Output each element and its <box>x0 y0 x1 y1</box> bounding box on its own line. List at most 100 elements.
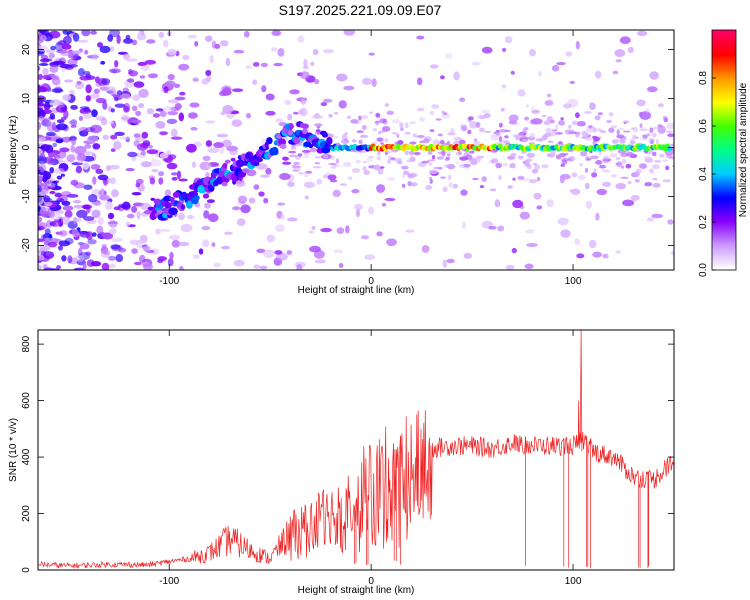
heatmap-cell <box>236 218 246 227</box>
colorbar-step <box>712 94 736 97</box>
colorbar-step <box>712 268 736 271</box>
heatmap-cell <box>279 173 291 180</box>
heatmap-cell <box>505 36 513 44</box>
heatmap-cell <box>479 127 485 133</box>
heatmap-cell <box>338 263 344 268</box>
heatmap-cell <box>108 220 118 228</box>
colorbar-step <box>712 158 736 161</box>
heatmap-cell <box>374 120 381 124</box>
heatmap-cell <box>611 139 619 144</box>
heatmap-cell <box>441 113 451 119</box>
heatmap-cell <box>328 163 337 166</box>
y-tick-label: 200 <box>21 505 32 522</box>
heatmap-cell <box>585 125 596 133</box>
heatmap-cell <box>173 83 181 89</box>
heatmap-cell <box>545 127 552 133</box>
colorbar-step <box>712 176 736 179</box>
heatmap-cell <box>71 138 77 146</box>
heatmap-cell <box>274 250 283 255</box>
heatmap-cell <box>665 154 673 159</box>
heatmap-cell <box>74 255 85 262</box>
colorbar-step <box>712 152 736 155</box>
heatmap-cell <box>100 188 105 195</box>
heatmap-cell <box>534 164 540 171</box>
heatmap-cell <box>114 131 125 136</box>
colorbar-step <box>712 228 736 231</box>
colorbar-step <box>712 226 736 229</box>
colorbar-step <box>712 178 736 181</box>
heatmap-cell <box>404 131 412 135</box>
heatmap-cell <box>39 163 45 173</box>
colorbar-step <box>712 238 736 241</box>
heatmap-cell <box>592 251 602 258</box>
heatmap-cell <box>362 161 368 163</box>
heatmap-ridge-cell <box>292 136 301 144</box>
colorbar-step <box>712 90 736 93</box>
heatmap-cell <box>252 62 260 67</box>
heatmap-cell <box>102 232 114 240</box>
heatmap-cell <box>377 151 381 156</box>
heatmap-cell <box>47 242 58 248</box>
colorbar-step <box>712 132 736 135</box>
heatmap-cell <box>488 160 494 164</box>
heatmap-cell <box>358 139 363 145</box>
heatmap-cell <box>146 108 154 115</box>
heatmap-ridge-cell <box>322 132 328 138</box>
heatmap-cell <box>131 39 138 46</box>
heatmap-cell <box>565 51 573 57</box>
heatmap-cell <box>138 88 149 98</box>
colorbar-step <box>712 78 736 81</box>
heatmap-cell <box>209 54 214 64</box>
heatmap-cell <box>187 214 195 220</box>
heatmap-cell <box>662 115 668 120</box>
heatmap-cell <box>86 231 93 241</box>
heatmap-cell <box>536 205 543 210</box>
heatmap-cell <box>101 78 111 86</box>
heatmap-ridge-cell <box>147 206 155 211</box>
heatmap-cell <box>82 204 91 210</box>
heatmap-cell <box>109 30 120 38</box>
heatmap-cell <box>299 71 310 80</box>
heatmap-cell <box>484 130 491 133</box>
heatmap-cell <box>343 161 352 167</box>
heatmap-cell <box>203 210 210 219</box>
heatmap-cell <box>100 117 108 126</box>
heatmap-cell <box>412 173 419 177</box>
heatmap-cell <box>38 115 45 121</box>
colorbar-step <box>712 82 736 85</box>
heatmap-cell <box>546 116 553 122</box>
heatmap-cell <box>109 88 117 97</box>
heatmap-ridge-cell <box>288 122 294 130</box>
heatmap-cell <box>233 259 245 267</box>
heatmap-cell <box>619 36 631 44</box>
heatmap-cell <box>297 153 303 157</box>
heatmap-cell <box>615 162 622 166</box>
heatmap-cell <box>81 30 91 37</box>
heatmap-ridge-cell <box>264 141 269 149</box>
heatmap-cell <box>667 133 674 137</box>
colorbar-step <box>712 96 736 99</box>
colorbar-step <box>712 168 736 171</box>
heatmap-cell <box>574 238 581 246</box>
heatmap-cell <box>286 250 293 255</box>
heatmap-cell <box>463 163 471 168</box>
heatmap-cell <box>43 156 55 164</box>
colorbar-step <box>712 256 736 259</box>
heatmap-cell <box>354 203 363 211</box>
heatmap-cell <box>630 194 640 201</box>
heatmap-ridge-cell <box>153 198 162 205</box>
y-tick-label: 0 <box>21 567 32 573</box>
colorbar-step <box>712 174 736 177</box>
heatmap-cell <box>320 102 327 107</box>
heatmap-cell <box>42 74 51 80</box>
heatmap-cell <box>551 64 560 72</box>
heatmap-cell <box>560 117 564 121</box>
heatmap-cell <box>85 73 91 79</box>
heatmap-x-axis-label: Height of straight line (km) <box>298 285 415 296</box>
colorbar-tick-label: 0.4 <box>698 167 709 181</box>
heatmap-cell <box>110 134 118 140</box>
heatmap-cell <box>271 47 278 52</box>
colorbar-step <box>712 180 736 183</box>
heatmap-cell <box>429 129 435 133</box>
heatmap-cell <box>135 182 141 188</box>
